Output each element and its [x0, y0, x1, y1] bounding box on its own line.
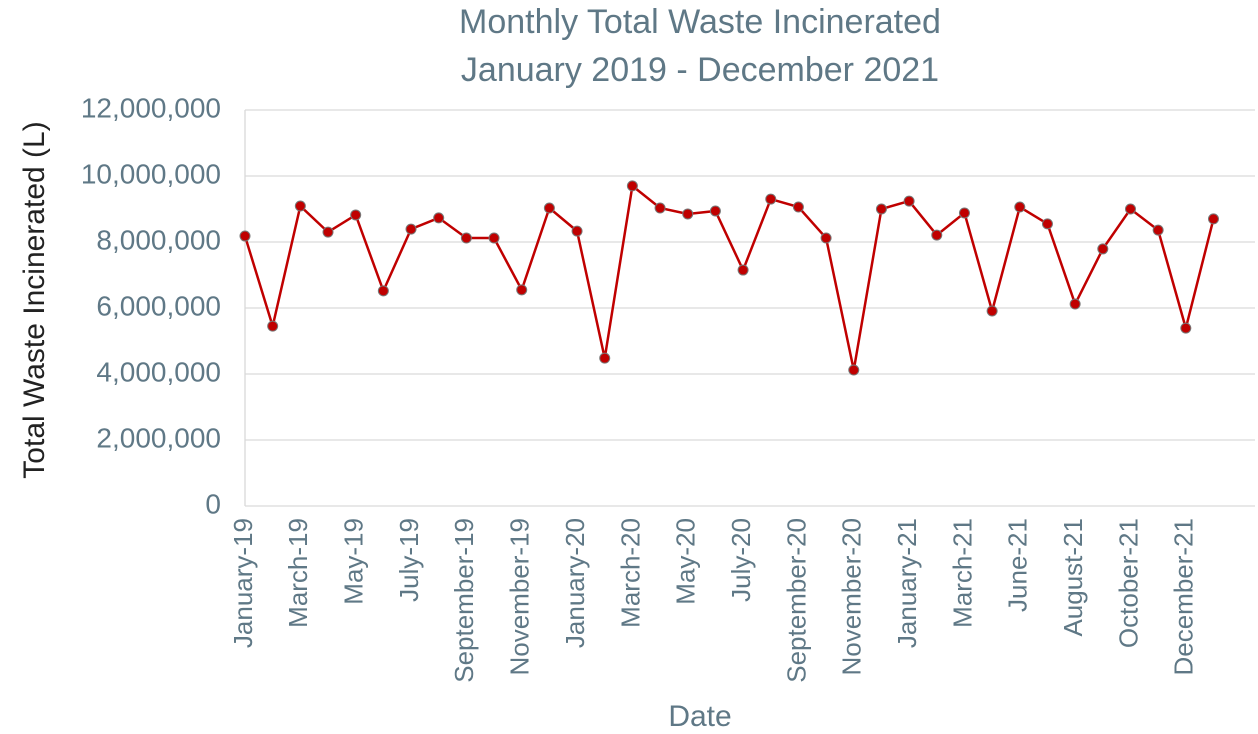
data-point: [1014, 201, 1026, 213]
data-point: [543, 202, 555, 214]
data-point: [1207, 213, 1219, 225]
x-tick-label: January-20: [560, 518, 590, 648]
data-point: [488, 232, 500, 244]
x-tick-label: January-19: [228, 518, 258, 648]
x-tick-label: September-20: [781, 518, 811, 683]
x-tick-label: March-20: [615, 518, 645, 628]
x-tick-label: March-19: [283, 518, 313, 628]
y-tick-label: 4,000,000: [96, 356, 221, 387]
data-point: [1180, 322, 1192, 334]
data-point: [1097, 243, 1109, 255]
data-point: [1041, 218, 1053, 230]
data-point: [875, 203, 887, 215]
data-point: [599, 352, 611, 364]
data-point: [931, 229, 943, 241]
y-tick-label: 10,000,000: [81, 158, 221, 189]
data-point: [516, 284, 528, 296]
data-point: [792, 201, 804, 213]
chart-subtitle: January 2019 - December 2021: [461, 51, 939, 89]
x-tick-label: November-20: [837, 518, 867, 676]
data-point: [322, 226, 334, 238]
data-point: [571, 225, 583, 237]
chart-title: Monthly Total Waste Incinerated: [459, 3, 941, 41]
data-line: [243, 183, 1215, 371]
x-tick-label: December-21: [1169, 518, 1199, 676]
x-tick-label: May-19: [339, 518, 369, 605]
data-point: [682, 208, 694, 220]
y-tick-label: 0: [205, 488, 221, 519]
data-point: [820, 232, 832, 244]
data-point: [765, 193, 777, 205]
data-point: [986, 305, 998, 317]
y-axis-title: Total Waste Incinerated (L): [18, 121, 51, 478]
x-tick-label: March-21: [947, 518, 977, 628]
x-tick-label: June-21: [1003, 518, 1033, 612]
data-point: [1069, 298, 1081, 310]
y-tick-label: 8,000,000: [96, 224, 221, 255]
x-axis-title: Date: [668, 700, 731, 733]
data-point: [848, 364, 860, 376]
data-point: [267, 320, 279, 332]
x-tick-label: July-20: [726, 518, 756, 602]
data-point: [350, 209, 362, 221]
x-tick-label: October-21: [1113, 518, 1143, 648]
data-point: [405, 223, 417, 235]
y-tick-label: 6,000,000: [96, 290, 221, 321]
data-point: [460, 232, 472, 244]
data-point: [1124, 203, 1136, 215]
data-point: [654, 202, 666, 214]
data-point: [377, 285, 389, 297]
x-tick-label: September-19: [449, 518, 479, 683]
x-tick-label: January-21: [892, 518, 922, 648]
data-point: [737, 264, 749, 276]
data-point: [709, 205, 721, 217]
y-tick-label: 12,000,000: [81, 92, 221, 123]
y-tick-label: 2,000,000: [96, 422, 221, 453]
data-point: [626, 180, 638, 192]
data-point: [239, 230, 251, 242]
data-point: [294, 200, 306, 212]
data-point: [1152, 224, 1164, 236]
x-tick-label: August-21: [1058, 518, 1088, 637]
x-tick-label: July-19: [394, 518, 424, 602]
data-point: [903, 195, 915, 207]
data-point: [958, 207, 970, 219]
x-tick-label: May-20: [671, 518, 701, 605]
x-tick-label: November-19: [505, 518, 535, 676]
data-point: [433, 212, 445, 224]
